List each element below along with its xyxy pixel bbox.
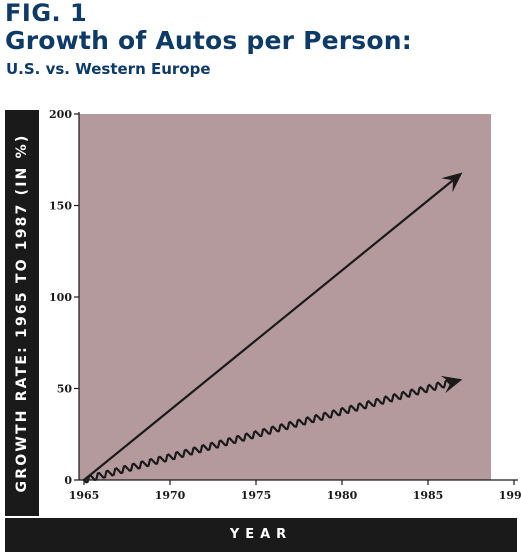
x-axis-label: YEAR — [229, 527, 293, 542]
x-tick-label: 1980 — [327, 489, 358, 502]
y-tick-label: 200 — [49, 108, 72, 121]
series-line-2 — [83, 379, 453, 484]
chart-subtitle: U.S. vs. Western Europe — [6, 60, 211, 78]
y-axis-band — [5, 110, 39, 516]
x-tick-label: 1990 — [499, 489, 521, 502]
series-arrowhead-1 — [441, 172, 463, 193]
x-tick-label: 1975 — [241, 489, 272, 502]
y-tick-label: 50 — [57, 383, 73, 396]
x-axis-band — [5, 518, 517, 552]
figure-number: FIG. 1 — [5, 0, 88, 27]
x-tick-label: 1970 — [155, 489, 186, 502]
x-tick-label: 1985 — [413, 489, 444, 502]
y-tick-label: 0 — [64, 474, 72, 487]
series-arrowhead-2 — [440, 375, 463, 394]
y-tick-label: 100 — [49, 291, 72, 304]
y-tick-label: 150 — [49, 200, 72, 213]
series-line-1 — [82, 178, 455, 482]
x-tick-label: 1965 — [69, 489, 100, 502]
plot-background — [79, 114, 491, 480]
chart-title: Growth of Autos per Person: — [5, 26, 412, 55]
